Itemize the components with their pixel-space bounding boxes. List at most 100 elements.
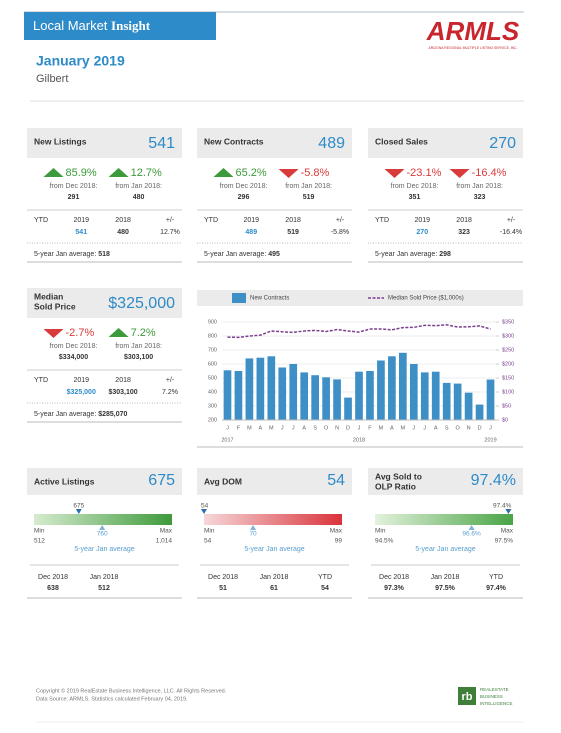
- gauge-max: 99: [335, 538, 343, 545]
- y2-tick-label: $200: [502, 361, 514, 367]
- panel-title: Median: [34, 291, 63, 301]
- history-label: Jan 2018: [431, 574, 460, 581]
- change-arrow: [384, 169, 405, 178]
- history-label: Jan 2018: [260, 574, 289, 581]
- ytd-value: 489: [245, 229, 257, 236]
- history-value: 61: [270, 585, 278, 592]
- footer-logo: rb: [462, 691, 473, 703]
- bar: [453, 383, 462, 420]
- history-value: 97.3%: [384, 585, 405, 592]
- y-tick-label: 400: [208, 389, 217, 395]
- history-label: Dec 2018: [38, 574, 68, 581]
- ytd-header: 2019: [243, 217, 259, 224]
- x-tick-label: A: [390, 425, 394, 431]
- ytd-value: 323: [458, 229, 470, 236]
- change-arrow: [213, 168, 234, 177]
- ytd-value: 12.7%: [160, 229, 180, 236]
- x-tick-label: O: [455, 425, 460, 431]
- footer-logo-line: REALESTATE: [480, 687, 509, 692]
- change-pct: -16.4%: [472, 167, 507, 179]
- gauge-bar: [34, 514, 172, 525]
- bar: [322, 377, 330, 420]
- change-pct: 65.2%: [236, 167, 267, 179]
- gauge-max: 97.5%: [495, 538, 514, 545]
- change-label: from Dec 2018:: [391, 183, 439, 190]
- history-label: Jan 2018: [90, 574, 119, 581]
- bar: [256, 357, 265, 420]
- average-label: 5-year Jan average:: [34, 251, 96, 258]
- panel-header: [27, 468, 182, 495]
- x-tick-label: M: [269, 425, 274, 431]
- footer-logo-line: INTELLIGENCE: [480, 701, 513, 706]
- history-value: 54: [321, 585, 329, 592]
- ytd-header: 2018: [456, 217, 472, 224]
- bar: [289, 364, 298, 420]
- change-label: from Jan 2018:: [285, 183, 332, 190]
- panel-title: New Listings: [34, 136, 87, 146]
- average-label: 5-year Jan average:: [34, 411, 96, 418]
- line-series: [227, 324, 491, 339]
- change-label: from Dec 2018:: [50, 343, 98, 350]
- y-tick-label: 700: [208, 347, 217, 353]
- footer-logo-mark: [458, 687, 476, 705]
- change-pct: 85.9%: [66, 167, 97, 179]
- ytd-value: -5.8%: [331, 229, 349, 236]
- ytd-header: 2018: [285, 217, 301, 224]
- panel-value: 675: [148, 472, 175, 489]
- ytd-header: YTD: [204, 217, 218, 224]
- average-label: 5-year Jan average:: [375, 251, 437, 258]
- bar: [300, 372, 309, 420]
- panel-title: Avg DOM: [204, 476, 242, 486]
- ytd-header: 2019: [73, 377, 89, 384]
- change-value: 296: [238, 194, 250, 201]
- gauge-value: 97.4%: [493, 503, 512, 510]
- year-label: 2017: [221, 437, 233, 443]
- x-tick-label: D: [478, 425, 482, 431]
- history-label: Dec 2018: [379, 574, 409, 581]
- history-value: 638: [47, 585, 59, 592]
- panel-header: [368, 128, 523, 158]
- y-tick-label: 500: [208, 375, 217, 381]
- gauge-min: 94.5%: [375, 538, 394, 545]
- y2-tick-label: $0: [502, 417, 508, 423]
- change-value: 519: [303, 194, 315, 201]
- gauge-max-label: Max: [330, 528, 343, 535]
- average-value: $285,070: [98, 411, 127, 418]
- x-tick-label: J: [412, 425, 415, 431]
- ytd-value: 480: [117, 229, 129, 236]
- footer-logo-line: BUSINESS: [480, 694, 503, 699]
- gauge-average-label: 5-year Jan average: [415, 546, 475, 553]
- change-pct: -2.7%: [66, 327, 95, 339]
- year-label: 2018: [353, 437, 365, 443]
- bar: [223, 370, 232, 420]
- bar: [377, 360, 385, 420]
- ytd-value: $303,100: [108, 389, 137, 396]
- change-label: from Dec 2018:: [50, 183, 98, 190]
- gauge-bar: [204, 514, 342, 525]
- change-arrow: [278, 169, 299, 178]
- history-label: YTD: [318, 574, 332, 581]
- history-label: YTD: [489, 574, 503, 581]
- x-tick-label: J: [292, 425, 295, 431]
- panel-value: 541: [148, 135, 175, 152]
- panel-title: Sold Price: [34, 301, 76, 311]
- bar: [311, 375, 319, 420]
- gauge-average-label: 5-year Jan average: [74, 546, 134, 553]
- history-value: 51: [219, 585, 227, 592]
- x-tick-label: S: [445, 425, 449, 431]
- x-tick-label: S: [313, 425, 317, 431]
- bar: [486, 379, 495, 420]
- brand: Local Market Insight: [33, 18, 151, 33]
- history-label: Dec 2018: [208, 574, 238, 581]
- ytd-header: +/-: [507, 217, 516, 224]
- y-tick-label: 600: [208, 361, 217, 367]
- gauge-min-label: Min: [34, 528, 45, 535]
- gauge-min-label: Min: [375, 528, 386, 535]
- y-tick-label: 200: [208, 417, 217, 423]
- change-arrow: [43, 168, 64, 177]
- history-value: 512: [98, 585, 110, 592]
- bar: [420, 372, 429, 420]
- brand-bar: [24, 12, 216, 40]
- gauge-average-label: 5-year Jan average: [244, 546, 304, 553]
